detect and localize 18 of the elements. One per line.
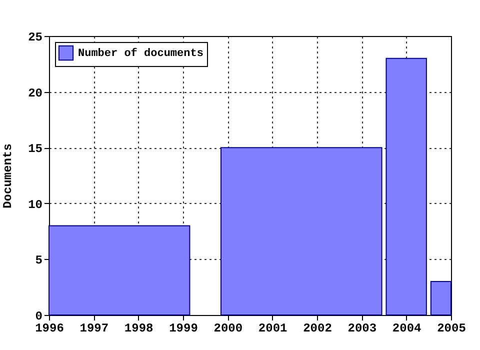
x-tick-label: 2003 (348, 322, 377, 336)
x-tick-label: 1998 (124, 322, 154, 336)
legend-label: Number of documents (78, 47, 204, 60)
y-tick-label: 0 (35, 310, 42, 324)
y-tick-label: 15 (28, 142, 42, 156)
x-tick-label: 2000 (214, 322, 243, 336)
x-tick-label: 1996 (35, 322, 64, 336)
y-axis-title: Documents (1, 144, 16, 208)
x-tick-label: 2005 (437, 322, 466, 336)
y-tick-label: 5 (35, 254, 42, 268)
y-tick-label: 25 (28, 30, 42, 44)
x-tick-label: 1999 (169, 322, 198, 336)
x-tick-label: 2001 (258, 322, 288, 336)
y-tick-label: 20 (28, 86, 42, 100)
x-tick-label: 2004 (392, 322, 422, 336)
y-tick-label: 10 (28, 198, 42, 212)
x-tick-label: 2002 (303, 322, 332, 336)
x-tick-label: 1997 (80, 322, 109, 336)
